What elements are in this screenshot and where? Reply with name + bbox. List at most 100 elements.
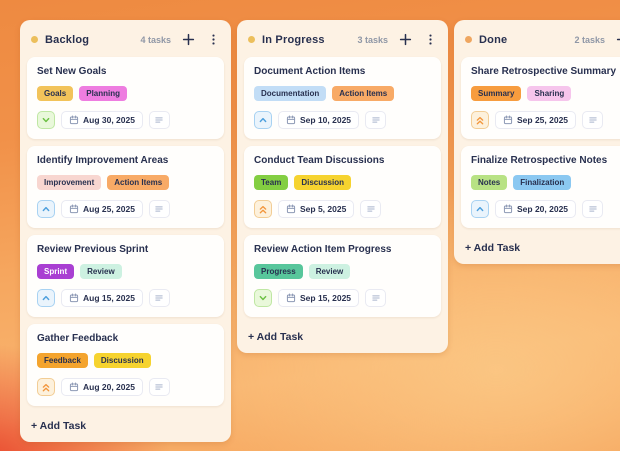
column-add-button[interactable]	[614, 31, 620, 48]
due-date-text: Aug 20, 2025	[83, 382, 135, 392]
chevron-up-icon	[259, 117, 267, 123]
task-tags: Notes Finalization	[471, 175, 620, 190]
chevron-down-icon	[42, 117, 50, 123]
priority-high-badge[interactable]	[37, 378, 55, 396]
tag-badge: Review	[308, 264, 351, 279]
calendar-icon	[286, 293, 296, 303]
due-date-chip[interactable]: Aug 20, 2025	[61, 378, 143, 396]
due-date-chip[interactable]: Sep 10, 2025	[278, 111, 360, 129]
tag-badge: Feedback	[37, 353, 88, 368]
add-task-button[interactable]: + Add Task	[27, 413, 224, 435]
task-tags: Documentation Action Items	[254, 86, 431, 101]
kanban-column: Backlog 4 tasks Set New Goals Goals Plann…	[20, 20, 231, 442]
calendar-icon	[286, 204, 296, 214]
tag-badge: Team	[254, 175, 289, 190]
priority-medium-badge[interactable]	[471, 200, 489, 218]
column-task-count: 3 tasks	[357, 34, 388, 45]
calendar-icon	[286, 293, 296, 303]
task-meta: Sep 10, 2025	[254, 111, 431, 129]
description-button[interactable]	[148, 378, 170, 396]
notes-icon	[155, 384, 164, 390]
task-card[interactable]: Review Previous Sprint Sprint Review Aug …	[27, 235, 224, 317]
description-button[interactable]	[148, 200, 170, 218]
notes-icon	[155, 117, 164, 123]
calendar-icon	[286, 115, 296, 125]
column-task-count: 2 tasks	[574, 34, 605, 45]
tag-badge: Discussion	[294, 175, 351, 190]
tag-badge: Improvement	[37, 175, 102, 190]
notes-icon	[588, 206, 597, 212]
column-cards: Document Action Items Documentation Actio…	[244, 57, 441, 317]
plus-icon	[182, 33, 195, 46]
task-tags: Improvement Action Items	[37, 175, 214, 190]
column-status-dot	[31, 36, 38, 43]
description-button[interactable]	[582, 200, 604, 218]
task-title: Finalize Retrospective Notes	[471, 155, 608, 166]
priority-low-badge[interactable]	[254, 289, 272, 307]
column-task-count: 4 tasks	[140, 34, 171, 45]
notes-icon	[371, 117, 380, 123]
chevrons-up-icon	[42, 383, 50, 391]
description-button[interactable]	[582, 111, 604, 129]
due-date-chip[interactable]: Sep 25, 2025	[495, 111, 577, 129]
calendar-icon	[503, 115, 513, 125]
due-date-text: Aug 25, 2025	[83, 204, 135, 214]
task-title: Review Action Item Progress	[254, 244, 392, 255]
due-date-chip[interactable]: Aug 30, 2025	[61, 111, 143, 129]
priority-medium-badge[interactable]	[37, 200, 55, 218]
add-task-button[interactable]: + Add Task	[244, 324, 441, 346]
task-meta: Sep 5, 2025	[254, 200, 431, 218]
description-button[interactable]	[365, 289, 387, 307]
task-card[interactable]: Document Action Items Documentation Actio…	[244, 57, 441, 139]
calendar-icon	[69, 115, 79, 125]
task-tags: Feedback Discussion	[37, 353, 214, 368]
priority-medium-badge[interactable]	[37, 289, 55, 307]
task-card[interactable]: Share Retrospective Summary Summary Shari…	[461, 57, 620, 139]
chevrons-up-icon	[476, 116, 484, 124]
due-date-text: Sep 15, 2025	[300, 293, 352, 303]
column-header: Done 2 tasks	[461, 27, 620, 57]
tag-badge: Sharing	[527, 86, 572, 101]
plus-icon	[399, 33, 412, 46]
task-meta: Sep 25, 2025	[471, 111, 620, 129]
task-card[interactable]: Set New Goals Goals Planning Aug 30, 2025	[27, 57, 224, 139]
due-date-chip[interactable]: Sep 15, 2025	[278, 289, 360, 307]
due-date-text: Sep 25, 2025	[517, 115, 569, 125]
calendar-icon	[503, 204, 513, 214]
task-card[interactable]: Identify Improvement Areas Improvement Ac…	[27, 146, 224, 228]
column-menu-button[interactable]	[423, 31, 438, 48]
due-date-chip[interactable]: Sep 20, 2025	[495, 200, 577, 218]
description-button[interactable]	[148, 289, 170, 307]
column-add-button[interactable]	[397, 31, 414, 48]
task-title: Identify Improvement Areas	[37, 155, 169, 166]
add-task-button[interactable]: + Add Task	[461, 235, 620, 257]
priority-low-badge[interactable]	[37, 111, 55, 129]
calendar-icon	[286, 115, 296, 125]
tag-badge: Notes	[471, 175, 508, 190]
description-button[interactable]	[360, 200, 382, 218]
column-add-button[interactable]	[180, 31, 197, 48]
notes-icon	[588, 117, 597, 123]
column-menu-button[interactable]	[206, 31, 221, 48]
description-button[interactable]	[365, 111, 387, 129]
due-date-chip[interactable]: Sep 5, 2025	[278, 200, 355, 218]
task-card[interactable]: Gather Feedback Feedback Discussion Aug 2…	[27, 324, 224, 406]
due-date-chip[interactable]: Aug 25, 2025	[61, 200, 143, 218]
add-task-label: + Add Task	[31, 420, 87, 432]
chevron-down-icon	[259, 295, 267, 301]
task-meta: Sep 15, 2025	[254, 289, 431, 307]
priority-high-badge[interactable]	[254, 200, 272, 218]
calendar-icon	[69, 382, 79, 392]
due-date-chip[interactable]: Aug 15, 2025	[61, 289, 143, 307]
kanban-board: Backlog 4 tasks Set New Goals Goals Plann…	[20, 20, 620, 442]
task-card[interactable]: Conduct Team Discussions Team Discussion …	[244, 146, 441, 228]
tag-badge: Sprint	[37, 264, 75, 279]
priority-medium-badge[interactable]	[254, 111, 272, 129]
column-title: In Progress	[262, 33, 325, 46]
chevron-up-icon	[42, 295, 50, 301]
priority-high-badge[interactable]	[471, 111, 489, 129]
task-card[interactable]: Review Action Item Progress Progress Revi…	[244, 235, 441, 317]
task-card[interactable]: Finalize Retrospective Notes Notes Finali…	[461, 146, 620, 228]
task-title: Review Previous Sprint	[37, 244, 149, 255]
description-button[interactable]	[148, 111, 170, 129]
